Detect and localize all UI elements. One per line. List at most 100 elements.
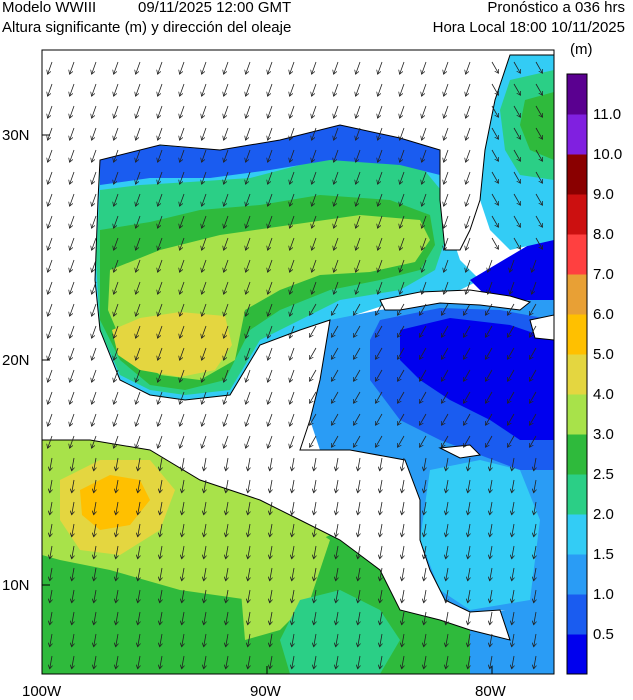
wave-direction-arrow xyxy=(160,611,162,625)
wave-direction-arrow xyxy=(513,237,521,249)
wave-direction-arrow xyxy=(72,655,74,669)
wave-direction-arrow xyxy=(268,369,273,382)
wave-direction-arrow xyxy=(512,655,514,669)
wave-direction-arrow xyxy=(336,501,338,515)
wave-direction-arrow xyxy=(226,479,228,493)
wave-direction-arrow xyxy=(202,391,207,404)
wave-direction-arrow xyxy=(512,567,514,581)
wave-direction-arrow xyxy=(246,347,251,360)
wave-direction-arrow xyxy=(92,325,97,338)
wave-direction-arrow xyxy=(468,523,470,537)
wave-direction-arrow xyxy=(270,523,272,537)
wave-direction-arrow xyxy=(466,237,471,250)
wave-direction-arrow xyxy=(442,347,449,359)
wave-direction-arrow xyxy=(424,633,426,647)
wave-direction-arrow xyxy=(334,61,339,74)
wave-direction-arrow xyxy=(246,237,251,250)
colorbar-swatch xyxy=(567,74,587,115)
wave-direction-arrow xyxy=(400,259,405,272)
wave-direction-arrow xyxy=(92,391,97,404)
wave-direction-arrow xyxy=(160,479,162,493)
wave-direction-arrow xyxy=(512,523,514,537)
wave-direction-arrow xyxy=(246,171,251,184)
wave-direction-arrow xyxy=(356,127,361,140)
wave-direction-arrow xyxy=(248,611,250,625)
wave-direction-arrow xyxy=(332,303,339,315)
wave-direction-arrow xyxy=(182,633,184,647)
wave-direction-arrow xyxy=(310,347,317,359)
colorbar-label: 0.5 xyxy=(593,626,614,643)
wave-direction-arrow xyxy=(70,149,75,162)
wave-direction-arrow xyxy=(444,259,449,272)
wave-direction-arrow xyxy=(513,149,521,161)
wave-direction-arrow xyxy=(114,259,119,272)
wave-direction-arrow xyxy=(512,479,514,493)
wave-direction-arrow xyxy=(290,193,295,206)
wave-direction-arrow xyxy=(444,105,449,118)
wave-direction-arrow xyxy=(422,105,427,118)
wave-direction-arrow xyxy=(114,61,119,74)
wave-direction-arrow xyxy=(400,83,405,96)
wave-direction-arrow xyxy=(534,523,536,537)
wave-direction-arrow xyxy=(224,391,229,404)
wave-direction-arrow xyxy=(246,435,251,448)
wave-direction-arrow xyxy=(530,347,537,359)
wave-direction-arrow xyxy=(48,171,53,184)
wave-direction-arrow xyxy=(114,105,119,118)
wave-direction-arrow xyxy=(138,457,140,471)
wave-direction-arrow xyxy=(224,127,229,140)
wave-direction-arrow xyxy=(180,259,185,272)
wave-direction-arrow xyxy=(491,171,499,183)
wave-direction-arrow xyxy=(358,611,360,625)
wave-direction-arrow xyxy=(92,369,97,382)
wave-direction-arrow xyxy=(420,303,427,315)
colorbar-frame xyxy=(566,73,588,675)
wave-direction-arrow xyxy=(534,611,536,625)
wave-direction-arrow xyxy=(402,457,404,471)
wave-direction-arrow xyxy=(180,193,185,206)
wave-direction-arrow xyxy=(424,567,426,581)
colorbar-label: 7.0 xyxy=(593,266,614,283)
wave-direction-arrow xyxy=(513,193,521,205)
wave-direction-arrow xyxy=(378,259,383,272)
wave-direction-arrow xyxy=(94,567,96,581)
wave-direction-arrow xyxy=(292,523,294,537)
colorbar-swatch xyxy=(567,474,587,515)
wave-direction-arrow xyxy=(180,347,185,360)
wave-direction-arrow xyxy=(402,545,404,559)
wave-direction-arrow xyxy=(202,281,207,294)
wave-direction-arrow xyxy=(312,105,317,118)
wave-direction-arrow xyxy=(246,105,251,118)
wave-direction-arrow xyxy=(292,589,294,603)
wave-direction-arrow xyxy=(180,369,185,382)
wave-direction-arrow xyxy=(70,413,75,426)
wave-direction-arrow xyxy=(464,391,471,403)
wave-direction-arrow xyxy=(422,193,427,206)
wave-direction-arrow xyxy=(160,545,162,559)
wave-direction-arrow xyxy=(398,369,405,381)
wave-direction-arrow xyxy=(290,325,295,338)
wave-direction-arrow xyxy=(420,413,427,425)
wave-direction-arrow xyxy=(290,347,295,360)
wave-direction-arrow xyxy=(508,347,515,359)
wave-direction-arrow xyxy=(468,611,470,625)
wave-direction-arrow xyxy=(312,193,317,206)
wave-direction-arrow xyxy=(486,325,493,337)
wave-direction-arrow xyxy=(246,369,251,382)
wave-direction-arrow xyxy=(70,325,75,338)
wave-direction-arrow xyxy=(246,413,251,426)
wave-direction-arrow xyxy=(180,171,185,184)
colorbar-swatch xyxy=(567,234,587,275)
wave-direction-arrow xyxy=(246,325,251,338)
wave-direction-arrow xyxy=(402,523,404,537)
wave-direction-arrow xyxy=(94,523,96,537)
wave-direction-arrow xyxy=(512,633,514,647)
wave-direction-arrow xyxy=(290,61,295,74)
wave-direction-arrow xyxy=(92,413,97,426)
colorbar xyxy=(566,73,588,675)
wave-direction-arrow xyxy=(158,413,163,426)
wave-direction-arrow xyxy=(310,369,317,381)
wave-direction-arrow xyxy=(332,435,339,447)
wave-direction-arrow xyxy=(314,545,316,559)
colorbar-swatch xyxy=(567,274,587,315)
